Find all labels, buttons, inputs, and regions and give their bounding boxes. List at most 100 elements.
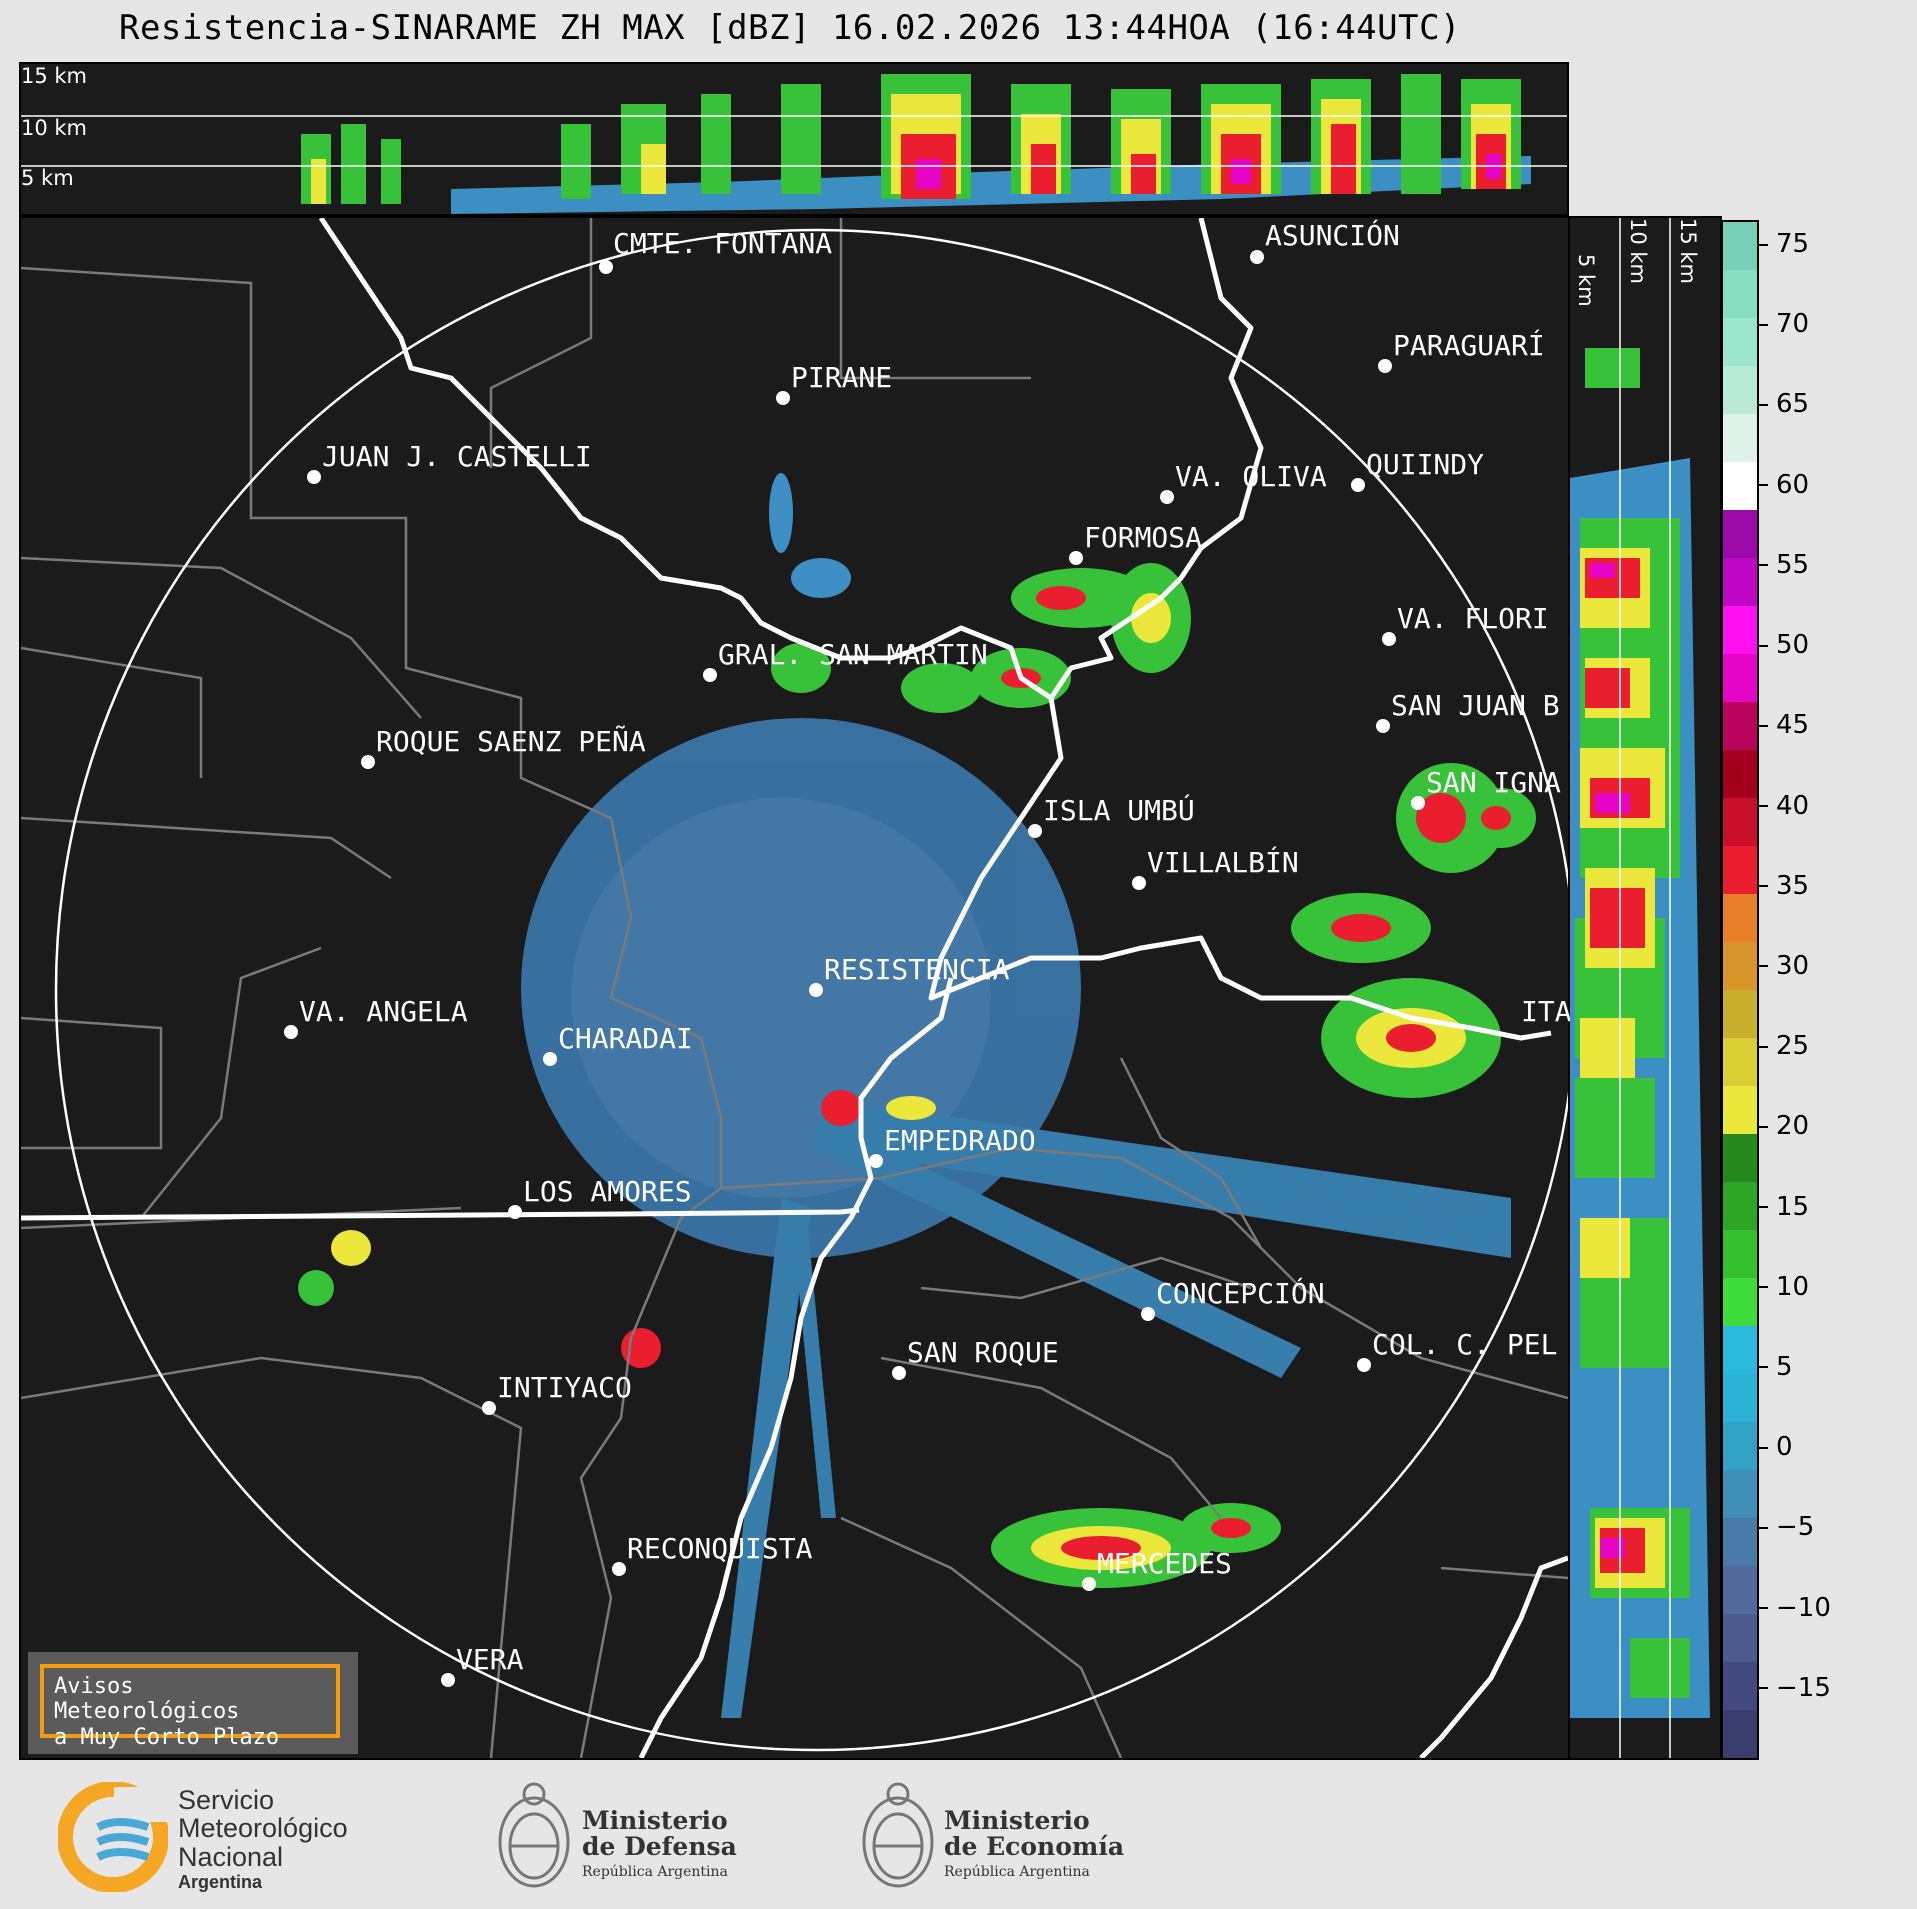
colorbar-tick-label: 20 bbox=[1759, 1111, 1809, 1141]
city-label: SAN JUAN B bbox=[1391, 689, 1560, 722]
defensa-line-1: Ministerio bbox=[582, 1806, 728, 1835]
colorbar-tick-label: 45 bbox=[1759, 710, 1809, 740]
city-label: INTIYACO bbox=[497, 1371, 632, 1404]
city-label: ASUNCIÓN bbox=[1265, 219, 1400, 252]
city-label: CHARADAI bbox=[558, 1022, 693, 1055]
colorbar-tick-label: 15 bbox=[1759, 1192, 1809, 1222]
colorbar-tick-label: 0 bbox=[1759, 1432, 1793, 1462]
altitude-label-5km-vertical: 5 km bbox=[1574, 254, 1598, 307]
city-label: RECONQUISTA bbox=[627, 1532, 813, 1565]
defensa-line-3: República Argentina bbox=[582, 1863, 728, 1880]
city-dot bbox=[1411, 796, 1425, 810]
city-dot bbox=[441, 1673, 455, 1687]
city-label: PIRANE bbox=[791, 361, 893, 394]
colorbar-ticks: 75 70 65 60 55 50 45 40 35 30 25 20 15 10 5 0 −5 −10 −15 bbox=[1759, 220, 1899, 1760]
city-dot bbox=[284, 1025, 298, 1039]
city-label: EMPEDRADO bbox=[884, 1124, 1036, 1157]
avisos-line-2: a Muy Corto Plazo bbox=[54, 1724, 280, 1750]
city-label: COL. C. PEL bbox=[1372, 1328, 1558, 1361]
right-cross-section-echoes bbox=[1570, 218, 1720, 1758]
colorbar-tick-label: 25 bbox=[1759, 1031, 1809, 1061]
smn-line-4: Argentina bbox=[178, 1872, 263, 1893]
colorbar-tick-label: 40 bbox=[1759, 791, 1809, 821]
colorbar-tick-label: −10 bbox=[1759, 1593, 1831, 1623]
colorbar-tick-label: −5 bbox=[1759, 1512, 1814, 1542]
altitude-label-15km-vertical: 15 km bbox=[1676, 218, 1700, 285]
city-dot-radar-site bbox=[809, 983, 823, 997]
smn-logo-icon bbox=[57, 1781, 174, 1893]
city-label: LOS AMORES bbox=[523, 1175, 692, 1208]
colorbar-tick-label: 5 bbox=[1759, 1352, 1793, 1382]
city-label: SAN IGNA bbox=[1426, 766, 1561, 799]
defensa-seal bbox=[492, 1780, 576, 1904]
colorbar-tick-label: 10 bbox=[1759, 1272, 1809, 1302]
city-label: VA. FLORI bbox=[1397, 602, 1549, 635]
city-dot bbox=[1351, 478, 1365, 492]
argentina-seal-icon bbox=[862, 1782, 934, 1888]
storm-cells bbox=[298, 473, 1536, 1588]
footer-logos: Servicio Meteorológico Nacional Argentin… bbox=[0, 1762, 1917, 1909]
economia-line-2: de Economía bbox=[944, 1832, 1125, 1862]
city-dot bbox=[361, 755, 375, 769]
colorbar-tick-label: 55 bbox=[1759, 550, 1809, 580]
smn-line-1: Servicio bbox=[178, 1785, 275, 1815]
city-label: SAN ROQUE bbox=[907, 1336, 1059, 1369]
defensa-text: Ministerio de Defensa República Argentin… bbox=[582, 1806, 737, 1880]
city-dot bbox=[1250, 250, 1264, 264]
city-dot bbox=[892, 1366, 906, 1380]
city-label: GRAL. SAN MARTIN bbox=[718, 638, 988, 671]
colorbar-tick-label: 75 bbox=[1759, 229, 1809, 259]
city-label: PARAGUARÍ bbox=[1393, 329, 1545, 362]
city-label: ITA bbox=[1521, 995, 1572, 1028]
city-label: RESISTENCIA bbox=[824, 953, 1010, 986]
argentina-seal-icon bbox=[498, 1782, 570, 1888]
altitude-label-5km: 5 km bbox=[21, 166, 74, 190]
city-dot bbox=[1069, 551, 1083, 565]
colorbar-tick-label: −15 bbox=[1759, 1673, 1831, 1703]
economia-text: Ministerio de Economía República Argenti… bbox=[944, 1806, 1125, 1880]
city-label: MERCEDES bbox=[1097, 1547, 1232, 1580]
smn-logo bbox=[57, 1781, 174, 1896]
city-dot bbox=[703, 668, 717, 682]
city-dot bbox=[1376, 719, 1390, 733]
radar-map-graphics bbox=[21, 218, 1568, 1758]
top-cross-section-panel: 15 km 10 km 5 km bbox=[19, 62, 1569, 216]
top-cross-section-echoes bbox=[21, 64, 1567, 214]
altitude-label-10km: 10 km bbox=[21, 116, 88, 140]
altitude-label-10km-vertical: 10 km bbox=[1626, 218, 1650, 285]
city-label: VA. OLIVA bbox=[1175, 460, 1327, 493]
smn-logo-text: Servicio Meteorológico Nacional Argentin… bbox=[178, 1786, 348, 1892]
city-dot bbox=[543, 1052, 557, 1066]
city-dot bbox=[1378, 359, 1392, 373]
city-label: QUIINDY bbox=[1366, 448, 1485, 481]
city-label: FORMOSA bbox=[1084, 521, 1203, 554]
city-label: VA. ANGELA bbox=[299, 995, 468, 1028]
city-dot bbox=[599, 260, 613, 274]
city-dot bbox=[1141, 1307, 1155, 1321]
city-label: JUAN J. CASTELLI bbox=[322, 440, 592, 473]
smn-line-3: Nacional bbox=[178, 1841, 284, 1872]
city-dot bbox=[1382, 632, 1396, 646]
economia-line-3: República Argentina bbox=[944, 1863, 1090, 1880]
avisos-line-1: Avisos Meteorológicos bbox=[54, 1674, 240, 1725]
city-dot bbox=[1357, 1358, 1371, 1372]
colorbar-tick-label: 30 bbox=[1759, 951, 1809, 981]
altitude-label-15km: 15 km bbox=[21, 64, 88, 88]
city-label: ROQUE SAENZ PEÑA bbox=[376, 725, 646, 758]
smn-line-2: Meteorológico bbox=[178, 1813, 348, 1844]
city-dot bbox=[307, 470, 321, 484]
city-label: VILLALBÍN bbox=[1147, 846, 1299, 879]
city-label: VERA bbox=[456, 1643, 524, 1676]
map-title: Resistencia-SINARAME ZH MAX [dBZ] 16.02.… bbox=[118, 8, 1462, 48]
defensa-line-2: de Defensa bbox=[582, 1832, 737, 1862]
city-dot bbox=[869, 1154, 883, 1168]
city-dot bbox=[1082, 1577, 1096, 1591]
city-dot bbox=[1160, 490, 1174, 504]
dbz-colorbar bbox=[1721, 220, 1759, 1760]
economia-line-1: Ministerio bbox=[944, 1806, 1090, 1835]
city-dot bbox=[508, 1205, 522, 1219]
colorbar-tick-label: 65 bbox=[1759, 389, 1809, 419]
radar-map-panel: CMTE. FONTANA ASUNCIÓN PIRANE PARAGUARÍ … bbox=[19, 216, 1572, 1760]
colorbar-tick-label: 50 bbox=[1759, 630, 1809, 660]
city-label: ISLA UMBÚ bbox=[1043, 794, 1195, 827]
